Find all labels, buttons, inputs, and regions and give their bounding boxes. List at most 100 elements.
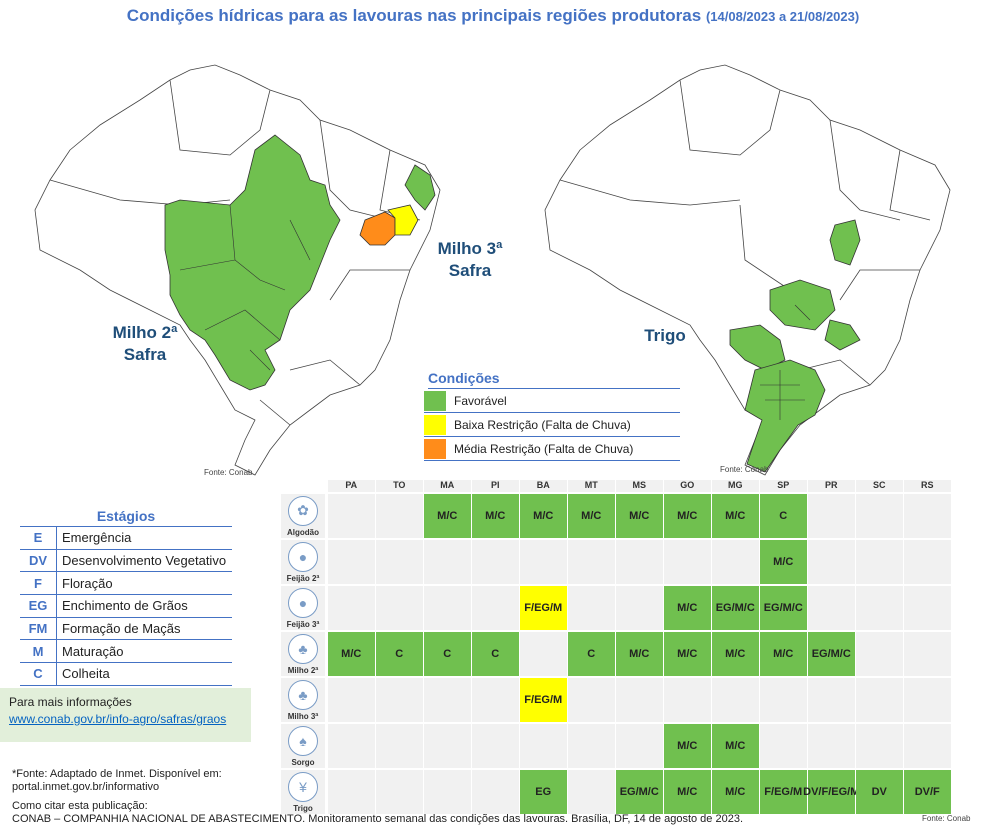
crop-label: ● Feijão 3ª xyxy=(281,586,325,630)
crop-name: Trigo xyxy=(293,803,313,813)
stage-cell: M/C xyxy=(616,494,663,538)
state-header: SC xyxy=(856,480,903,492)
stage-cell xyxy=(856,724,903,768)
stage-cell: EG/M/C xyxy=(760,586,807,630)
crop-label: ♣ Milho 3ª xyxy=(281,678,325,722)
state-header: PA xyxy=(328,480,375,492)
stage-cell xyxy=(328,678,375,722)
crop-icon: ¥ xyxy=(288,771,318,802)
stage-cell xyxy=(424,586,471,630)
state-header: RS xyxy=(904,480,951,492)
stage-cell: C xyxy=(760,494,807,538)
stage-cell xyxy=(808,678,855,722)
info-text: Para mais informações xyxy=(9,695,132,709)
crop-label: ♠ Sorgo xyxy=(281,724,325,768)
stage-cell xyxy=(424,724,471,768)
legend-title: Condições xyxy=(428,370,680,389)
legend-item-favoravel: Favorável xyxy=(424,389,680,413)
stage-code: F xyxy=(20,572,57,595)
info-link[interactable]: www.conab.gov.br/info-agro/safras/graos xyxy=(9,712,227,726)
stage-cell xyxy=(376,586,423,630)
stage-row: C Colheita xyxy=(20,663,232,686)
stage-cell xyxy=(472,770,519,814)
stage-cell xyxy=(520,632,567,676)
region-trigo-mg xyxy=(769,279,836,331)
page-title: Condições hídricas para as lavouras nas … xyxy=(0,6,986,26)
stage-name: Desenvolvimento Vegetativo xyxy=(62,553,227,569)
stage-cell xyxy=(328,540,375,584)
stage-cell xyxy=(808,586,855,630)
crop-icon: ● xyxy=(288,587,318,618)
stage-cell xyxy=(328,724,375,768)
stage-cell xyxy=(904,678,951,722)
citar-label: Como citar esta publicação: xyxy=(12,800,148,812)
stage-cell: F/EG/M xyxy=(520,586,567,630)
stage-cell: C xyxy=(424,632,471,676)
stage-cell: M/C xyxy=(664,632,711,676)
stage-cell xyxy=(712,540,759,584)
region-favoravel-left-2 xyxy=(404,164,436,211)
title-main: Condições hídricas para as lavouras nas … xyxy=(126,6,702,25)
state-header: MT xyxy=(568,480,615,492)
stage-cell: EG/M/C xyxy=(616,770,663,814)
region-favoravel-left-1 xyxy=(164,134,341,391)
fonte-right-map: Fonte: Conab xyxy=(720,465,769,474)
region-baixa-restricao xyxy=(387,204,419,236)
stage-name: Colheita xyxy=(62,666,110,682)
region-trigo-south xyxy=(744,359,826,473)
stage-cell xyxy=(424,540,471,584)
crop-name: Sorgo xyxy=(291,757,315,767)
stage-code: DV xyxy=(20,549,57,572)
stage-row: F Floração xyxy=(20,572,232,596)
region-trigo-go xyxy=(829,219,861,266)
crop-name: Milho 3ª xyxy=(287,711,319,721)
stage-cell xyxy=(328,494,375,538)
stage-code: M xyxy=(20,640,57,663)
stage-cell xyxy=(616,540,663,584)
stage-cell xyxy=(904,586,951,630)
stage-row: FM Formação de Maçãs xyxy=(20,617,232,641)
stage-code: FM xyxy=(20,617,57,640)
stage-cell xyxy=(904,632,951,676)
stage-cell: EG xyxy=(520,770,567,814)
stage-cell: C xyxy=(376,632,423,676)
crop-name: Feijão 2ª xyxy=(286,573,320,583)
stage-cell xyxy=(856,678,903,722)
stage-cell xyxy=(616,724,663,768)
state-header: BA xyxy=(520,480,567,492)
stage-cell xyxy=(568,724,615,768)
stage-name: Floração xyxy=(62,575,113,591)
stage-cell: M/C xyxy=(472,494,519,538)
citation: CONAB – COMPANHIA NACIONAL DE ABASTECIME… xyxy=(12,813,744,825)
stage-cell xyxy=(856,632,903,676)
conditions-legend: Condições Favorável Baixa Restrição (Fal… xyxy=(424,370,680,461)
stage-cell xyxy=(664,540,711,584)
stage-cell xyxy=(472,678,519,722)
crop-icon: ♣ xyxy=(288,633,318,664)
region-media-restricao xyxy=(359,211,396,246)
stage-name: Maturação xyxy=(62,643,124,659)
state-header: TO xyxy=(376,480,423,492)
stage-cell: M/C xyxy=(760,632,807,676)
stage-cell xyxy=(472,540,519,584)
stage-cell xyxy=(424,678,471,722)
stage-cell xyxy=(568,540,615,584)
stage-cell xyxy=(424,770,471,814)
stage-row: E Emergência xyxy=(20,527,232,550)
stage-cell xyxy=(808,494,855,538)
stage-cell xyxy=(616,678,663,722)
stage-cell: M/C xyxy=(664,770,711,814)
stages-legend: Estágios E Emergência DV Desenvolvimento Ve… xyxy=(20,508,232,686)
crop-icon: ♠ xyxy=(288,725,318,756)
stage-cell xyxy=(760,678,807,722)
stage-cell xyxy=(904,540,951,584)
fonte-link[interactable]: portal.inmet.gov.br/informativo xyxy=(12,781,160,793)
crop-label: ¥ Trigo xyxy=(281,770,325,814)
stage-row: DV Desenvolvimento Vegetativo xyxy=(20,549,232,573)
stage-cell xyxy=(376,540,423,584)
stage-cell xyxy=(904,494,951,538)
stage-code: E xyxy=(20,527,57,549)
stage-cell xyxy=(376,770,423,814)
title-dates: (14/08/2023 a 21/08/2023) xyxy=(705,9,860,24)
stage-cell xyxy=(664,678,711,722)
